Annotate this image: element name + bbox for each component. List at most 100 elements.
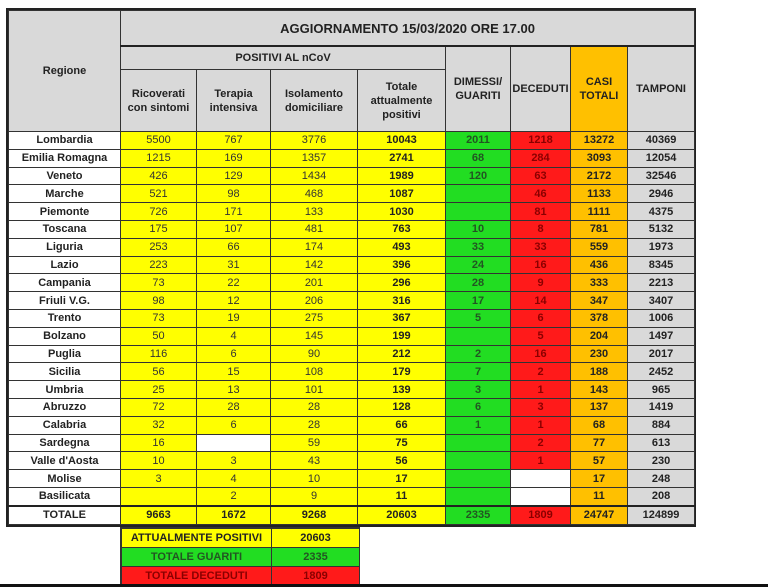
cell-totale: 316 bbox=[357, 291, 446, 310]
cell-terapia: 98 bbox=[196, 184, 271, 204]
table-row: Sicilia 56 15 108 179 7 2 188 2452 bbox=[8, 362, 696, 382]
cell-terapia: 31 bbox=[196, 255, 271, 275]
cell-deceduti: 2 bbox=[510, 362, 571, 382]
cell-totale: 1030 bbox=[357, 202, 446, 221]
cell-tamponi: 1973 bbox=[626, 237, 696, 257]
cell-deceduti bbox=[510, 486, 571, 507]
cell-ricoverati: 25 bbox=[120, 380, 197, 399]
cell-isolamento: 108 bbox=[270, 362, 358, 382]
cell-deceduti: 14 bbox=[510, 291, 571, 310]
cell-guariti bbox=[445, 202, 511, 221]
cell-guariti: 2 bbox=[445, 344, 511, 364]
cell-terapia: 22 bbox=[196, 273, 271, 293]
cell-totale: 11 bbox=[357, 486, 446, 507]
cell-tamponi: 32546 bbox=[626, 166, 696, 186]
cell-terapia: 129 bbox=[196, 166, 271, 186]
cell-regione: Emilia Romagna bbox=[8, 148, 121, 168]
cell-deceduti: 1 bbox=[510, 415, 571, 435]
cell-isolamento: 1434 bbox=[270, 166, 358, 186]
cell-isolamento: 1357 bbox=[270, 148, 358, 168]
cell-guariti: 10 bbox=[445, 219, 511, 239]
cell-ricoverati: 223 bbox=[120, 255, 197, 275]
cell-casi: 333 bbox=[570, 273, 628, 293]
cell-casi: 781 bbox=[570, 219, 628, 239]
cell-casi: 188 bbox=[570, 362, 628, 382]
header-guariti: DIMESSI/ GUARITI bbox=[445, 45, 511, 132]
cell-totale: 10043 bbox=[357, 131, 446, 150]
cell-isolamento: 468 bbox=[270, 184, 358, 204]
cell-guariti: 7 bbox=[445, 362, 511, 382]
cell-totale: 139 bbox=[357, 380, 446, 399]
cell-deceduti: 16 bbox=[510, 255, 571, 275]
table-row: Lazio 223 31 142 396 24 16 436 8345 bbox=[8, 255, 696, 275]
header-isolamento: Isolamento domiciliare bbox=[270, 69, 358, 132]
cell-regione: TOTALE bbox=[8, 504, 121, 525]
cell-casi: 559 bbox=[570, 237, 628, 257]
cell-ricoverati: 73 bbox=[120, 308, 197, 328]
cell-isolamento: 43 bbox=[270, 451, 358, 471]
cell-tamponi: 613 bbox=[626, 433, 696, 453]
table-row: Liguria 253 66 174 493 33 33 559 1973 bbox=[8, 237, 696, 257]
cell-casi: 143 bbox=[570, 380, 628, 399]
cell-regione: Sardegna bbox=[8, 433, 121, 453]
cell-casi: 2172 bbox=[570, 166, 628, 186]
cell-terapia: 1672 bbox=[196, 504, 271, 525]
cell-terapia: 6 bbox=[196, 415, 271, 435]
summary-value: 20603 bbox=[271, 528, 360, 548]
cell-ricoverati: 72 bbox=[120, 397, 197, 417]
cell-deceduti: 8 bbox=[510, 219, 571, 239]
header-tamponi: TAMPONI bbox=[626, 45, 696, 132]
table-row: Valle d'Aosta 10 3 43 56 1 57 230 bbox=[8, 451, 696, 471]
cell-deceduti: 5 bbox=[510, 326, 571, 346]
cell-regione: Molise bbox=[8, 469, 121, 488]
summary-row-deceduti: TOTALE DECEDUTI 1809 bbox=[121, 566, 360, 586]
table-row: Sardegna 16 59 75 2 77 613 bbox=[8, 433, 696, 453]
cell-regione: Trento bbox=[8, 308, 121, 328]
cell-regione: Liguria bbox=[8, 237, 121, 257]
cell-totale: 1087 bbox=[357, 184, 446, 204]
cell-tamponi: 1419 bbox=[626, 397, 696, 417]
summary-table: ATTUALMENTE POSITIVI 20603 TOTALE GUARIT… bbox=[120, 527, 360, 587]
table-row: Umbria 25 13 101 139 3 1 143 965 bbox=[8, 380, 696, 399]
table-row: Toscana 175 107 481 763 10 8 781 5132 bbox=[8, 219, 696, 239]
cell-regione: Abruzzo bbox=[8, 397, 121, 417]
cell-isolamento: 206 bbox=[270, 291, 358, 310]
cell-deceduti: 1809 bbox=[510, 504, 571, 525]
table-row: Veneto 426 129 1434 1989 120 63 2172 32546 bbox=[8, 166, 696, 186]
cell-totale: 493 bbox=[357, 237, 446, 257]
cell-guariti: 1 bbox=[445, 415, 511, 435]
cell-casi: 24747 bbox=[570, 504, 628, 525]
cell-guariti bbox=[445, 433, 511, 453]
cell-casi: 17 bbox=[570, 469, 628, 488]
table-row: Molise 3 4 10 17 17 248 bbox=[8, 469, 696, 488]
cell-ricoverati: 3 bbox=[120, 469, 197, 488]
cell-regione: Piemonte bbox=[8, 202, 121, 221]
cell-regione: Lombardia bbox=[8, 131, 121, 150]
cell-totale: 296 bbox=[357, 273, 446, 293]
cell-tamponi: 2213 bbox=[626, 273, 696, 293]
cell-isolamento: 9 bbox=[270, 486, 358, 507]
table-row: Campania 73 22 201 296 28 9 333 2213 bbox=[8, 273, 696, 293]
cell-casi: 436 bbox=[570, 255, 628, 275]
cell-tamponi: 124899 bbox=[626, 504, 696, 525]
cell-casi: 1133 bbox=[570, 184, 628, 204]
cell-casi: 57 bbox=[570, 451, 628, 471]
cell-ricoverati: 73 bbox=[120, 273, 197, 293]
cell-ricoverati: 32 bbox=[120, 415, 197, 435]
cell-totale: 56 bbox=[357, 451, 446, 471]
cell-isolamento: 142 bbox=[270, 255, 358, 275]
cell-ricoverati: 116 bbox=[120, 344, 197, 364]
cell-totale: 396 bbox=[357, 255, 446, 275]
cell-tamponi: 230 bbox=[626, 451, 696, 471]
cell-deceduti: 9 bbox=[510, 273, 571, 293]
cell-terapia: 19 bbox=[196, 308, 271, 328]
cell-totale: 179 bbox=[357, 362, 446, 382]
cell-tamponi: 40369 bbox=[626, 131, 696, 150]
cell-totale: 763 bbox=[357, 219, 446, 239]
header-deceduti: DECEDUTI bbox=[510, 45, 571, 132]
cell-terapia: 6 bbox=[196, 344, 271, 364]
cell-regione: Bolzano bbox=[8, 326, 121, 346]
cell-totale: 128 bbox=[357, 397, 446, 417]
cell-casi: 11 bbox=[570, 486, 628, 507]
cell-guariti: 5 bbox=[445, 308, 511, 328]
